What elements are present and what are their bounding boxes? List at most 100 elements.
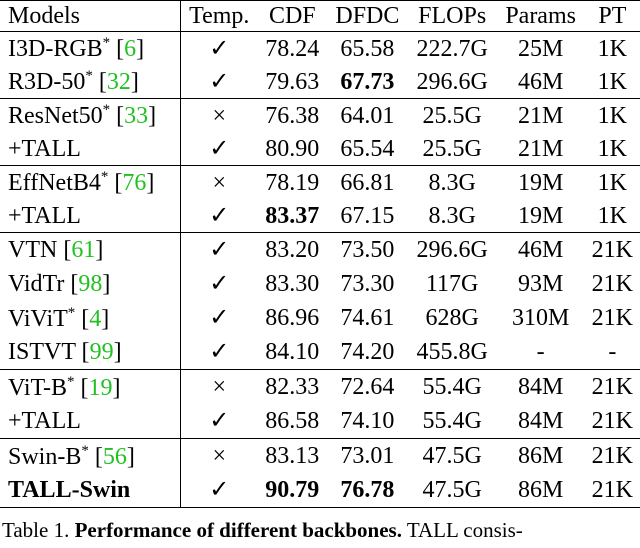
column-header: CDF bbox=[268, 3, 316, 29]
model-cell: +TALL bbox=[0, 199, 181, 233]
text: ResNet50 bbox=[8, 103, 103, 129]
value-cell: 72.64 bbox=[340, 374, 395, 400]
value-cell: 84.10 bbox=[265, 339, 320, 365]
text: [ bbox=[110, 103, 125, 129]
text: ] bbox=[130, 69, 139, 95]
value-cell: 47.5G bbox=[422, 443, 482, 469]
table-row: +TALL ✓ 80.90 65.54 25.5G 21M 1K bbox=[0, 132, 640, 166]
row-group: ViT-B* [19] × 82.33 72.64 55.4G 84M 21K +TALL ✓ 8… bbox=[0, 369, 640, 439]
table-row: ISTVT [99] ✓ 84.10 74.20 455.8G - - bbox=[0, 335, 640, 370]
model-cell: ResNet50* [33] bbox=[0, 98, 181, 132]
value-cell: 55.4G bbox=[422, 374, 482, 400]
value-cell: 86M bbox=[517, 443, 564, 469]
citation: 56 bbox=[102, 443, 127, 470]
temporal-cell: ✓ bbox=[209, 305, 230, 331]
value-cell: 78.24 bbox=[265, 35, 320, 62]
temporal-cell: × bbox=[212, 169, 227, 196]
value-cell: 76.38 bbox=[265, 102, 320, 129]
value-cell: 25M bbox=[517, 35, 564, 62]
value-cell: 86.58 bbox=[265, 408, 320, 434]
column-header: DFDC bbox=[335, 3, 400, 29]
model-cell: +TALL bbox=[0, 404, 181, 439]
value-cell: 73.50 bbox=[340, 237, 395, 263]
text: [ bbox=[88, 443, 103, 470]
value-cell: 25.5G bbox=[422, 135, 482, 162]
value-cell: 82.33 bbox=[265, 374, 320, 400]
backbone-table: Models Temp. CDF DFDC FLOPs Params PT I3D-RGB*… bbox=[0, 0, 640, 508]
column-header: PT bbox=[598, 3, 627, 29]
temporal-cell: × bbox=[212, 374, 227, 400]
model-cell: VidTr [98] bbox=[0, 267, 181, 301]
model-cell: ViT-B* [19] bbox=[0, 369, 181, 404]
superscript: * bbox=[100, 169, 109, 185]
value-cell: 86M bbox=[517, 477, 564, 503]
value-cell: 74.20 bbox=[340, 339, 395, 365]
value-cell: 1K bbox=[597, 202, 628, 229]
text: ] bbox=[113, 339, 122, 365]
text: ] bbox=[101, 305, 110, 332]
value-cell: 21K bbox=[591, 237, 634, 263]
value-cell: 455.8G bbox=[416, 339, 488, 365]
table-head: Models Temp. CDF DFDC FLOPs Params PT bbox=[0, 0, 640, 32]
text: R3D-50 bbox=[8, 69, 86, 95]
caption: Table 1. Performance of different backbo… bbox=[0, 508, 640, 543]
text: +TALL bbox=[8, 135, 81, 162]
temporal-cell: ✓ bbox=[209, 237, 230, 263]
table-row: Swin-B* [56] × 83.13 73.01 47.5G 86M 21K bbox=[0, 438, 640, 473]
table-row: +TALL ✓ 86.58 74.10 55.4G 84M 21K bbox=[0, 404, 640, 439]
model-cell: ViViT* [4] bbox=[0, 301, 181, 335]
column-header: Params bbox=[505, 3, 576, 29]
text: Table 1. bbox=[2, 518, 75, 542]
value-cell: 73.30 bbox=[340, 271, 395, 297]
value-cell: 83.30 bbox=[265, 271, 320, 297]
temporal-cell: ✓ bbox=[209, 271, 230, 297]
temporal-cell: × bbox=[212, 443, 227, 469]
superscript: * bbox=[102, 35, 111, 51]
model-cell: R3D-50* [32] bbox=[0, 65, 181, 99]
temporal-cell: ✓ bbox=[209, 339, 230, 365]
text: TALL-Swin bbox=[8, 477, 131, 503]
text: EffNetB4 bbox=[8, 170, 101, 196]
column-header: Temp. bbox=[189, 3, 250, 29]
value-cell: - bbox=[608, 339, 617, 365]
text: +TALL bbox=[8, 202, 81, 229]
superscript: * bbox=[67, 373, 75, 390]
value-cell: 78.19 bbox=[265, 169, 320, 196]
value-cell: 222.7G bbox=[416, 35, 488, 62]
model-cell: VTN [61] bbox=[0, 232, 181, 267]
text: ] bbox=[148, 103, 157, 129]
value-cell: 73.01 bbox=[340, 443, 395, 469]
value-cell: 55.4G bbox=[422, 408, 482, 434]
text: [ bbox=[74, 374, 89, 401]
temporal-cell: × bbox=[212, 102, 227, 129]
citation: 98 bbox=[78, 271, 103, 297]
value-cell: 83.20 bbox=[265, 237, 320, 263]
value-cell: 21K bbox=[591, 443, 634, 469]
text: VidTr [ bbox=[8, 271, 79, 297]
text: ViViT bbox=[8, 305, 68, 332]
citation: 4 bbox=[89, 305, 102, 332]
value-cell: 65.54 bbox=[340, 135, 395, 162]
text: I3D-RGB bbox=[8, 36, 103, 62]
text: ] bbox=[146, 170, 155, 196]
text: ISTVT [ bbox=[8, 339, 90, 365]
value-cell: 1K bbox=[597, 169, 628, 196]
value-cell: 21K bbox=[591, 408, 634, 434]
value-cell: 90.79 bbox=[265, 477, 320, 503]
citation: 61 bbox=[71, 237, 96, 263]
value-cell: 65.58 bbox=[340, 35, 395, 62]
citation: 99 bbox=[89, 339, 114, 365]
value-cell: 310M bbox=[511, 305, 570, 331]
value-cell: 21M bbox=[517, 135, 564, 162]
value-cell: 46M bbox=[517, 68, 564, 95]
row-group: EffNetB4* [76] × 78.19 66.81 8.3G 19M 1K +TALL ✓… bbox=[0, 165, 640, 233]
value-cell: 8.3G bbox=[428, 202, 476, 229]
value-cell: 46M bbox=[517, 237, 564, 263]
value-cell: 19M bbox=[517, 202, 564, 229]
table-row: ViViT* [4] ✓ 86.96 74.61 628G 310M 21K bbox=[0, 301, 640, 335]
value-cell: 64.01 bbox=[340, 102, 395, 129]
value-cell: 19M bbox=[517, 169, 564, 196]
value-cell: 1K bbox=[597, 35, 628, 62]
value-cell: 21M bbox=[517, 102, 564, 129]
citation: 32 bbox=[106, 69, 131, 95]
